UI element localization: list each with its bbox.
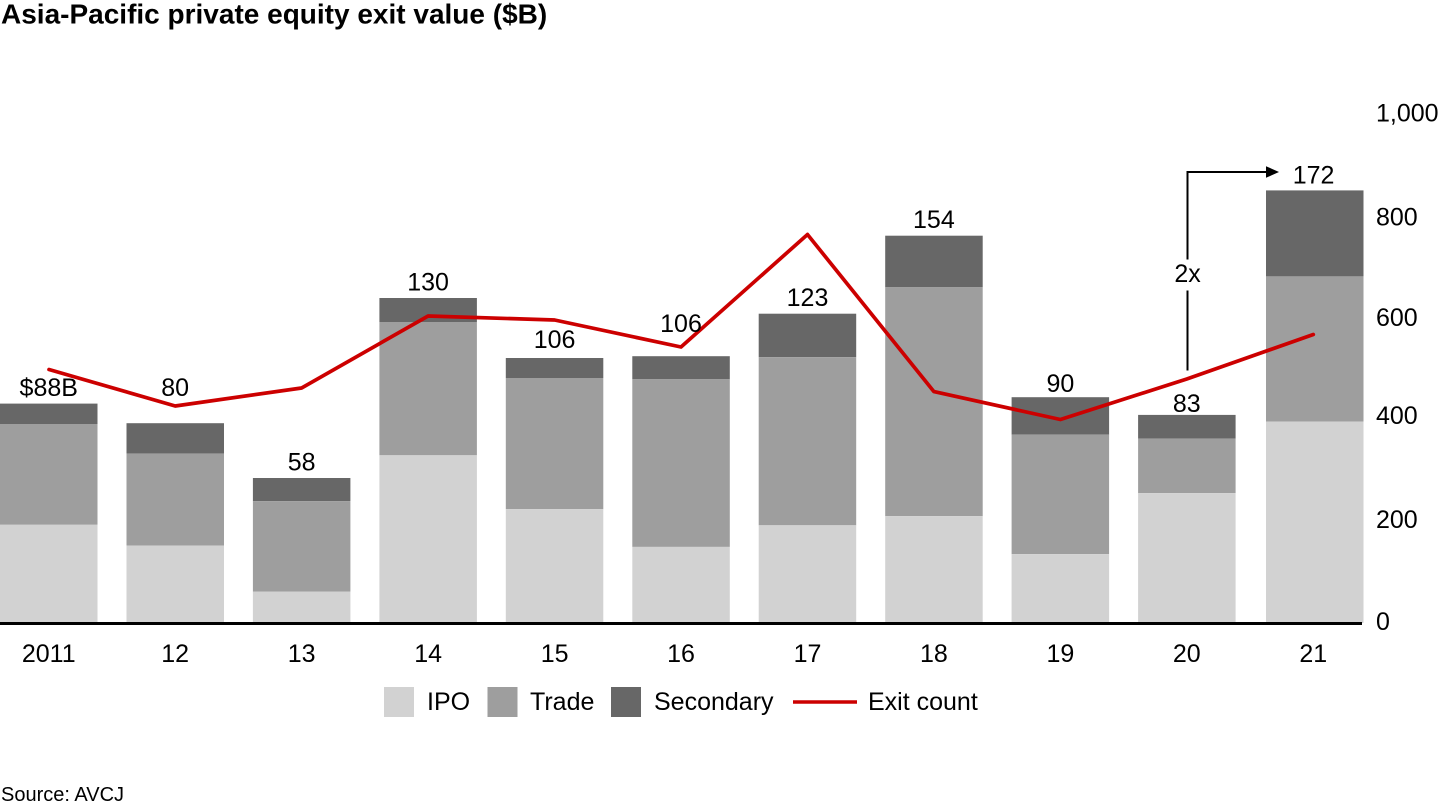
svg-text:130: 130 <box>407 269 449 297</box>
svg-text:Trade: Trade <box>530 688 594 716</box>
svg-text:90: 90 <box>1046 370 1074 398</box>
svg-text:$88B: $88B <box>20 374 78 402</box>
svg-text:200: 200 <box>1376 506 1418 534</box>
svg-text:400: 400 <box>1376 402 1418 430</box>
svg-text:123: 123 <box>787 284 829 312</box>
svg-text:1,000: 1,000 <box>1376 100 1439 128</box>
svg-text:16: 16 <box>667 640 695 668</box>
svg-text:Exit count: Exit count <box>868 688 978 716</box>
svg-text:Source: AVCJ: Source: AVCJ <box>1 784 124 806</box>
svg-text:58: 58 <box>288 449 316 477</box>
svg-text:106: 106 <box>534 326 576 354</box>
svg-text:80: 80 <box>161 374 189 402</box>
svg-text:Secondary: Secondary <box>654 688 774 716</box>
svg-text:83: 83 <box>1173 390 1201 418</box>
svg-text:Asia-Pacific private equity ex: Asia-Pacific private equity exit value (… <box>1 0 547 30</box>
svg-text:20: 20 <box>1173 640 1201 668</box>
svg-text:154: 154 <box>913 206 955 234</box>
svg-text:800: 800 <box>1376 204 1418 232</box>
svg-text:172: 172 <box>1293 161 1335 189</box>
svg-text:21: 21 <box>1299 640 1327 668</box>
svg-text:13: 13 <box>288 640 316 668</box>
svg-text:19: 19 <box>1046 640 1074 668</box>
svg-text:12: 12 <box>161 640 189 668</box>
svg-text:0: 0 <box>1376 608 1390 636</box>
svg-text:600: 600 <box>1376 304 1418 332</box>
svg-text:106: 106 <box>660 310 702 338</box>
svg-text:15: 15 <box>541 640 569 668</box>
svg-text:18: 18 <box>920 640 948 668</box>
svg-text:2011: 2011 <box>22 640 76 668</box>
svg-text:IPO: IPO <box>427 688 470 716</box>
svg-text:14: 14 <box>414 640 442 668</box>
svg-text:17: 17 <box>794 640 822 668</box>
svg-text:2x: 2x <box>1174 260 1201 288</box>
